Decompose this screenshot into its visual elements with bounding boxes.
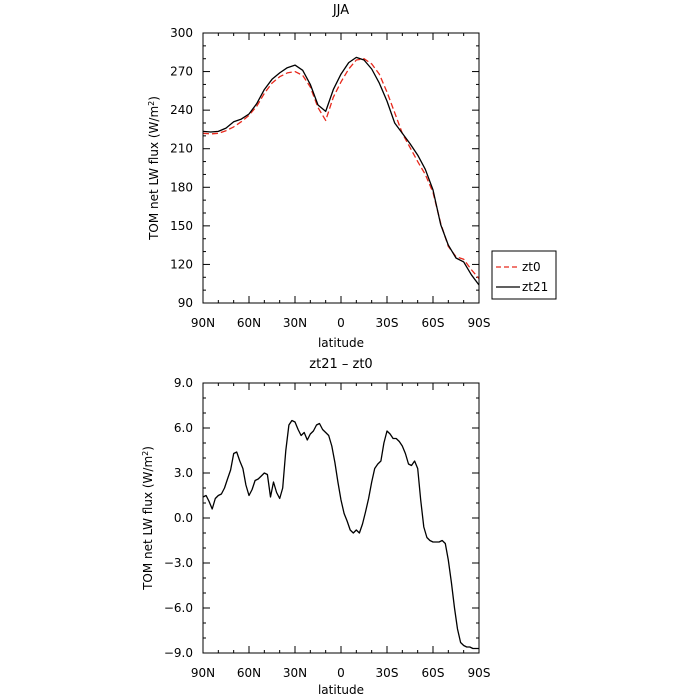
y-tick-label: 150 xyxy=(170,219,193,233)
y-tick-label: −6.0 xyxy=(164,601,193,615)
bottom-x-ticks: 90N 60N 30N 0 30S 60S 90S xyxy=(191,383,491,680)
x-tick-label: 90S xyxy=(468,666,491,680)
x-tick-label: 60N xyxy=(237,666,261,680)
series-line-zt0 xyxy=(202,58,480,280)
y-tick-label: 120 xyxy=(170,257,193,271)
x-tick-label: 90N xyxy=(191,316,215,330)
y-tick-label: 90 xyxy=(178,296,193,310)
top-y-axis-label: TOM net LW flux (W/m2) xyxy=(147,96,162,241)
y-tick-label: 270 xyxy=(170,65,193,79)
x-tick-label: 60S xyxy=(422,316,445,330)
bottom-panel-title: zt21 – zt0 xyxy=(309,357,372,372)
bottom-panel: zt21 – zt0 −9.0 −6.0 −3.0 0.0 3.0 6.0 9.0 90N 6… xyxy=(141,357,491,697)
bottom-x-axis-label: latitude xyxy=(318,683,364,697)
top-panel-title: JJA xyxy=(332,3,349,18)
y-tick-label: −9.0 xyxy=(164,646,193,660)
x-tick-label: 60S xyxy=(422,666,445,680)
y-tick-label: 6.0 xyxy=(174,421,193,435)
y-tick-label: 240 xyxy=(170,103,193,117)
bottom-plot-frame xyxy=(202,382,480,654)
x-tick-label: 60N xyxy=(237,316,261,330)
x-tick-label: 30S xyxy=(376,666,399,680)
y-tick-label: 210 xyxy=(170,142,193,156)
series-line-diff-0 xyxy=(202,419,479,650)
series-line-zt21 xyxy=(202,56,480,286)
x-tick-label: 0 xyxy=(337,666,345,680)
top-plot-frame xyxy=(202,32,480,304)
x-tick-label: 0 xyxy=(337,316,345,330)
legend: zt0 zt21 xyxy=(491,250,557,300)
legend-label-zt21: zt21 xyxy=(522,280,548,294)
x-tick-label: 90S xyxy=(468,316,491,330)
bottom-series xyxy=(202,419,479,650)
y-tick-label: 9.0 xyxy=(174,376,193,390)
top-series xyxy=(202,56,480,286)
top-panel: JJA 90 120 150 180 210 240 270 300 90N 60N 30N 0 30… xyxy=(147,3,557,350)
top-x-axis-label: latitude xyxy=(318,336,364,350)
x-tick-label: 30N xyxy=(283,316,307,330)
y-tick-label: 3.0 xyxy=(174,466,193,480)
bottom-y-axis-label: TOM net LW flux (W/m2) xyxy=(141,446,156,591)
x-tick-label: 90N xyxy=(191,666,215,680)
top-y-ticks: 90 120 150 180 210 240 270 300 xyxy=(170,26,479,310)
legend-box xyxy=(491,250,557,300)
y-tick-label: 0.0 xyxy=(174,511,193,525)
y-tick-label: −3.0 xyxy=(164,556,193,570)
y-tick-label: 300 xyxy=(170,26,193,40)
legend-label-zt0: zt0 xyxy=(522,260,541,274)
x-tick-label: 30N xyxy=(283,666,307,680)
top-x-ticks: 90N 60N 30N 0 30S 60S 90S xyxy=(191,33,491,330)
bottom-y-ticks: −9.0 −6.0 −3.0 0.0 3.0 6.0 9.0 xyxy=(164,376,479,660)
y-tick-label: 180 xyxy=(170,180,193,194)
x-tick-label: 30S xyxy=(376,316,399,330)
